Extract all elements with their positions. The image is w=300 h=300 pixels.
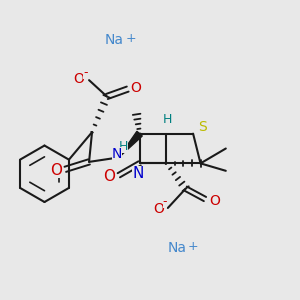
Text: O: O — [73, 72, 84, 86]
Text: +: + — [125, 32, 136, 45]
Text: H: H — [163, 113, 172, 126]
Text: O: O — [103, 169, 115, 184]
Text: N: N — [132, 166, 144, 181]
Text: O: O — [50, 163, 62, 178]
Text: Na: Na — [105, 33, 124, 47]
Text: O: O — [209, 194, 220, 208]
Text: -: - — [83, 66, 88, 79]
Text: Na: Na — [167, 241, 186, 255]
Text: S: S — [198, 120, 207, 134]
Text: +: + — [188, 240, 198, 253]
Text: -: - — [163, 195, 167, 208]
Text: O: O — [153, 202, 164, 216]
Polygon shape — [119, 131, 142, 158]
Text: O: O — [130, 81, 142, 94]
Text: N: N — [112, 147, 122, 161]
Text: H: H — [118, 140, 128, 153]
